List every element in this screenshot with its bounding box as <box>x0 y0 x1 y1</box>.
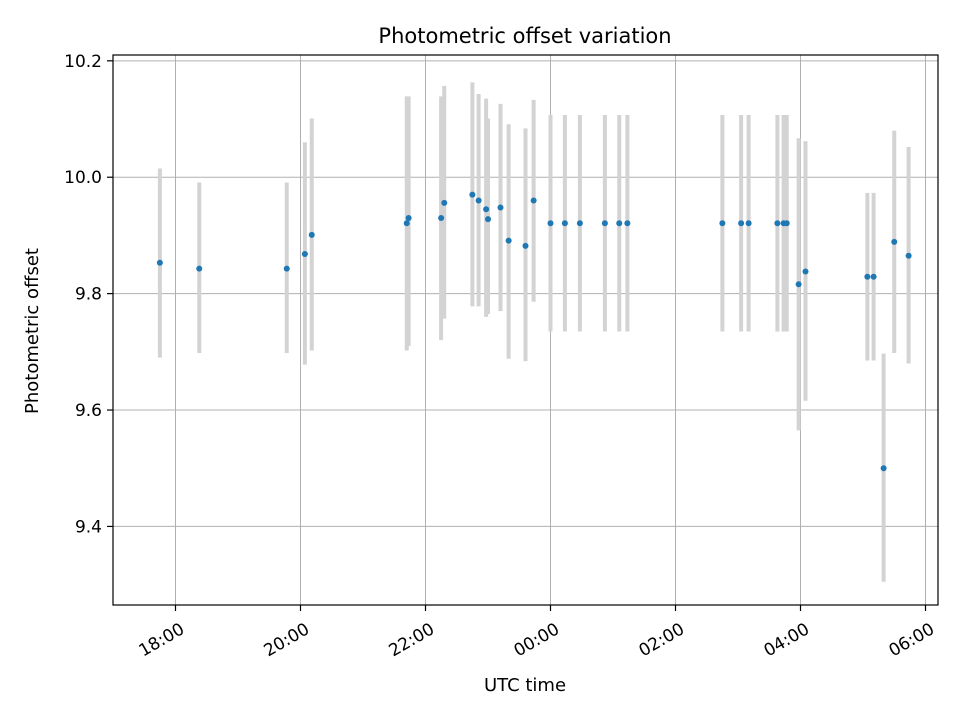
data-point <box>196 265 203 272</box>
data-point <box>485 216 491 223</box>
data-point <box>905 252 912 259</box>
data-point <box>745 220 752 227</box>
data-point <box>403 220 410 227</box>
data-point <box>441 199 448 206</box>
data-point <box>616 220 623 227</box>
data-point <box>624 220 631 227</box>
data-points <box>156 191 912 472</box>
y-axis-title: Photometric offset <box>22 248 43 414</box>
data-point <box>405 214 412 221</box>
data-point <box>530 197 537 204</box>
data-point <box>505 237 512 244</box>
data-point <box>802 268 809 275</box>
data-point <box>156 259 163 266</box>
data-point <box>891 238 898 245</box>
data-point <box>561 220 568 227</box>
data-point <box>880 465 887 472</box>
data-point <box>719 220 726 227</box>
data-point <box>497 204 504 211</box>
y-axis-ticks: 9.4 9.6 9.8 10.0 10.2 <box>64 52 113 537</box>
data-point <box>795 281 802 288</box>
data-point <box>469 191 476 198</box>
data-point <box>576 220 583 227</box>
data-point <box>283 265 290 272</box>
plot-frame <box>112 54 939 606</box>
data-point <box>475 197 482 204</box>
data-point <box>774 220 781 227</box>
y-tick-label: 10.2 <box>64 52 102 72</box>
data-point <box>783 220 790 227</box>
y-tick-label: 9.6 <box>75 401 102 421</box>
data-point <box>308 231 315 238</box>
data-point <box>483 206 490 213</box>
data-point <box>870 273 877 280</box>
data-point <box>601 220 608 227</box>
data-point <box>864 273 871 280</box>
data-point <box>301 251 308 258</box>
data-point <box>547 220 554 227</box>
y-tick-label: 9.8 <box>75 285 102 305</box>
y-tick-label: 10.0 <box>64 168 102 188</box>
y-tick-label: 9.4 <box>75 517 102 537</box>
x-axis-title: UTC time <box>484 675 566 696</box>
data-point <box>438 214 445 221</box>
data-point <box>522 242 529 249</box>
chart-title: Photometric offset variation <box>378 24 671 48</box>
data-point <box>738 220 745 227</box>
